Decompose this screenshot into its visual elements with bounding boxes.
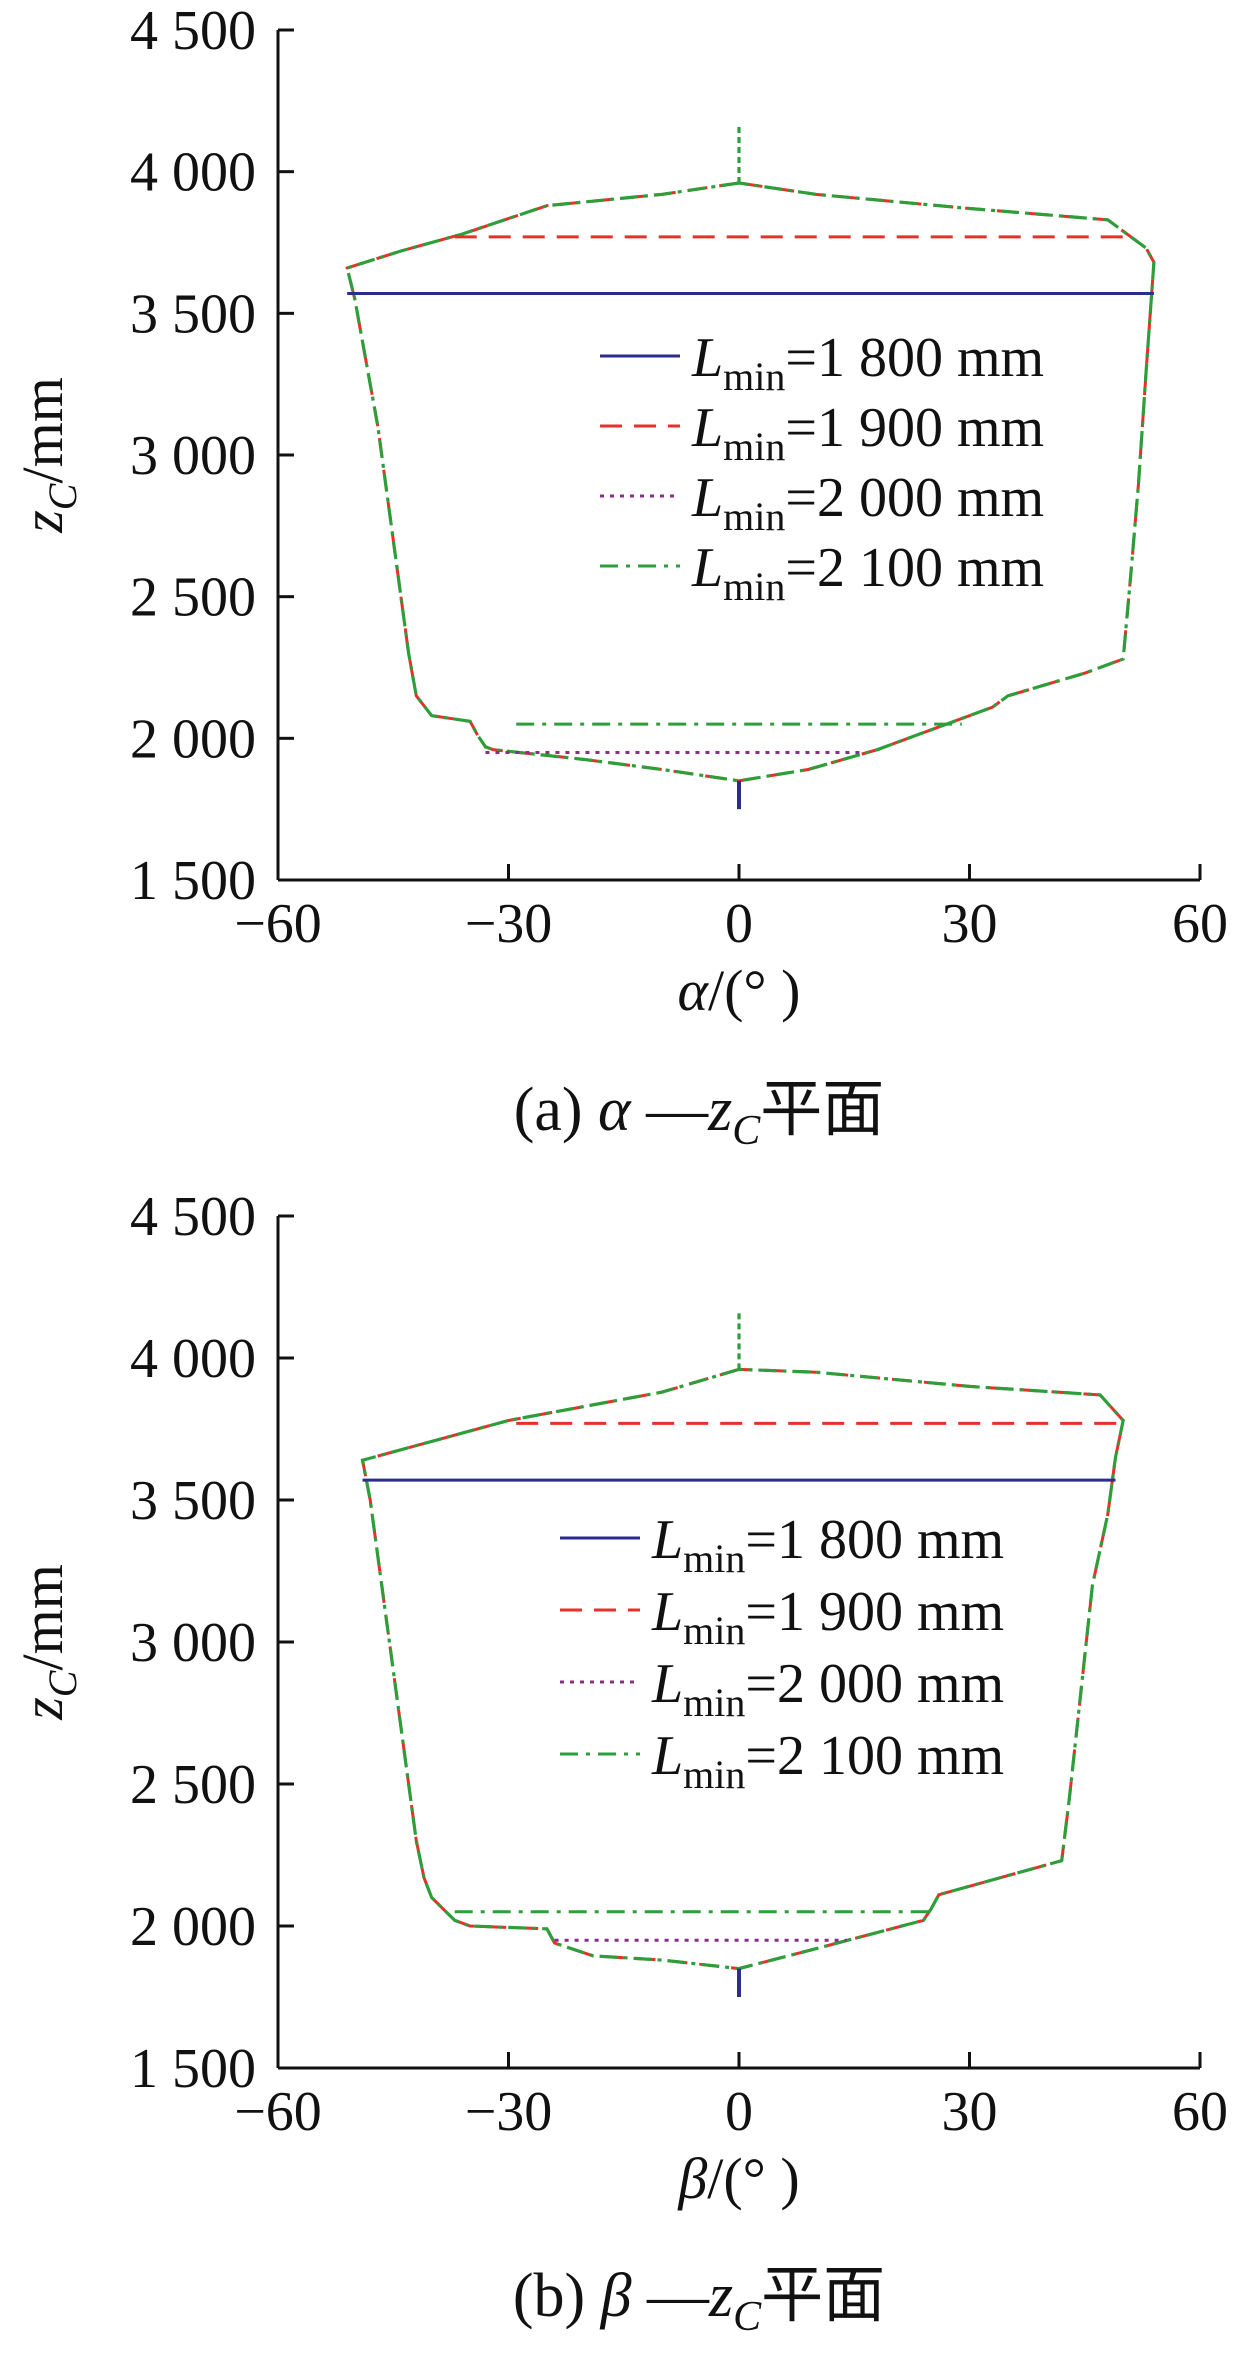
chart-panel-b: 1 500 2 000 2 500 3 000 3 500 4 000 4 500 −60 −3… <box>0 1186 1246 2367</box>
y-axis-label-a: zC/mm <box>10 377 85 534</box>
y-tick-label-a: 3 000 <box>130 425 256 487</box>
legend-label-b-1: Lmin=1 900 mm <box>651 1581 1004 1653</box>
y-tick-label-a: 2 000 <box>130 708 256 770</box>
y-tick-label-b: 4 000 <box>130 1328 256 1390</box>
y-tick-label-b: 1 500 <box>130 2038 256 2100</box>
x-axis-label-a: α/(° ) <box>678 958 801 1023</box>
y-axis-label-b: zC/mm <box>10 1564 85 1721</box>
y-tick-label-a: 1 500 <box>130 850 256 912</box>
envelope-boundary-b <box>360 1367 1125 1971</box>
x-tick-label-b: 30 <box>942 2081 998 2143</box>
y-tick-label-b: 3 500 <box>130 1470 256 1532</box>
x-tick-label-a: 0 <box>725 893 753 955</box>
legend-label-a-1: Lmin=1 900 mm <box>691 397 1044 469</box>
y-tick-label-b: 3 000 <box>130 1612 256 1674</box>
legend-label-a-3: Lmin=2 100 mm <box>691 537 1044 609</box>
y-tick-label-a: 4 500 <box>130 0 256 62</box>
x-tick-label-b: 0 <box>725 2081 753 2143</box>
chart-a-svg: 1 500 2 000 2 500 3 000 3 500 4 000 4 500 −60 −3… <box>10 0 1228 1154</box>
y-tick-label-b: 2 000 <box>130 1896 256 1958</box>
chart-b-svg: 1 500 2 000 2 500 3 000 3 500 4 000 4 500 −60 −3… <box>10 1186 1228 2340</box>
x-axis-label-b: β/(° ) <box>677 2146 799 2211</box>
x-tick-label-a: 30 <box>942 893 998 955</box>
x-tick-label-a: 60 <box>1172 893 1228 955</box>
y-tick-label-b: 2 500 <box>130 1754 256 1816</box>
x-tick-label-b: −60 <box>234 2081 322 2143</box>
legend-label-a-2: Lmin=2 000 mm <box>691 467 1044 539</box>
legend-label-b-2: Lmin=2 000 mm <box>651 1653 1004 1725</box>
caption-a: (a) α —zC平面 <box>514 1076 885 1154</box>
legend-label-b-3: Lmin=2 100 mm <box>651 1725 1004 1797</box>
y-tick-label-a: 2 500 <box>130 567 256 629</box>
envelope-red-overlay-b <box>360 1367 1125 1971</box>
y-tick-label-b: 4 500 <box>130 1186 256 1248</box>
y-tick-label-a: 4 000 <box>130 142 256 204</box>
chart-panel-a: 1 500 2 000 2 500 3 000 3 500 4 000 4 500 −60 −3… <box>0 0 1246 1180</box>
x-tick-label-b: 60 <box>1172 2081 1228 2143</box>
y-tick-label-a: 3 500 <box>130 283 256 345</box>
legend-label-a-0: Lmin=1 800 mm <box>691 327 1044 399</box>
envelope-boundary-a <box>345 181 1156 783</box>
caption-b: (b) β —zC平面 <box>513 2262 885 2340</box>
x-tick-label-a: −60 <box>234 893 322 955</box>
x-tick-label-a: −30 <box>465 893 553 955</box>
x-tick-label-b: −30 <box>465 2081 553 2143</box>
legend-label-b-0: Lmin=1 800 mm <box>651 1509 1004 1581</box>
